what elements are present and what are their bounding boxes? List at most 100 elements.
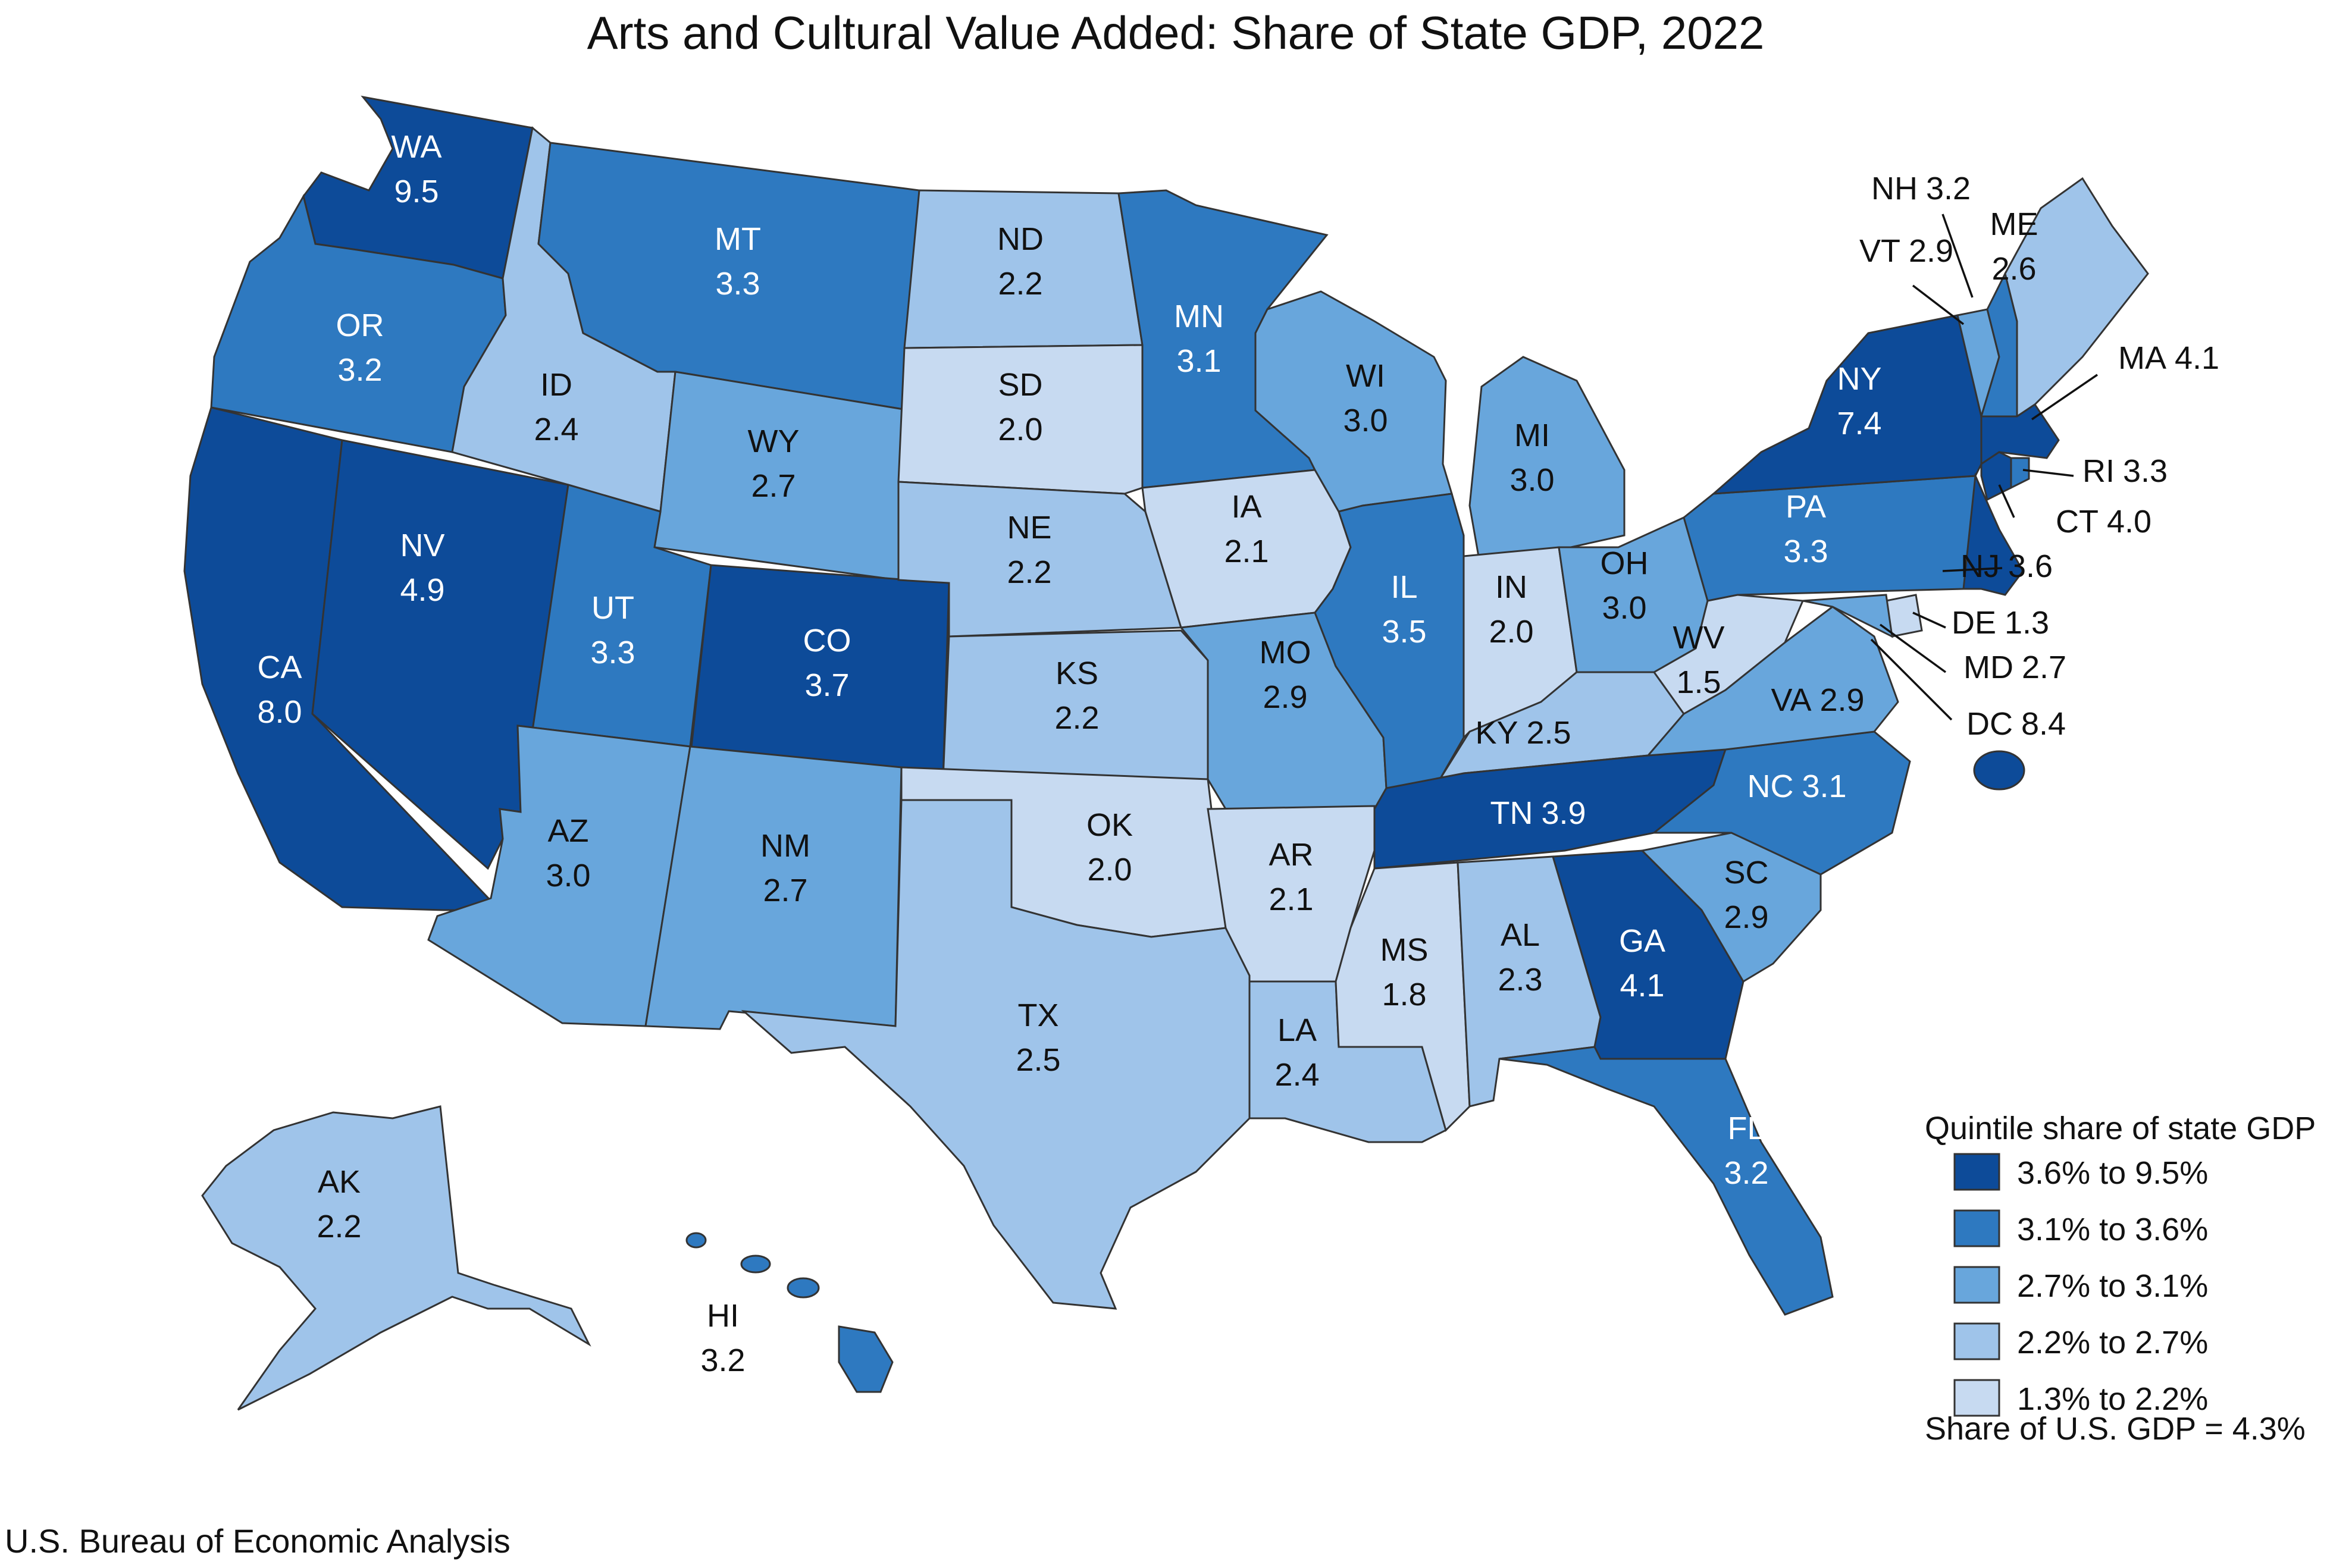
state-value-CA: 8.0 — [257, 694, 302, 730]
state-WY[interactable] — [653, 371, 912, 581]
state-value-MA: 4.1 — [2175, 340, 2219, 376]
state-label-WV: WV — [1673, 620, 1725, 656]
state-DC[interactable] — [1973, 750, 2025, 791]
state-label-TX: TX — [1017, 998, 1058, 1033]
state-label-MD: MD 2.7 — [1963, 650, 2066, 685]
state-value-ID: 2.4 — [534, 412, 578, 447]
state-abbr-TN: TN — [1490, 795, 1533, 831]
state-NC[interactable] — [1651, 730, 1911, 876]
state-value-AL: 2.3 — [1498, 962, 1542, 998]
state-label-NV: NV — [400, 528, 444, 563]
state-value-ME: 2.6 — [1991, 251, 2036, 287]
map-title: Arts and Cultural Value Added: Share of … — [587, 7, 1765, 59]
state-label-DC: DC 8.4 — [1966, 706, 2066, 742]
source-note: U.S. Bureau of Economic Analysis — [5, 1522, 511, 1560]
state-SD[interactable] — [897, 344, 1144, 495]
state-value-RI: 3.3 — [2123, 453, 2168, 489]
state-abbr-VA: VA — [1771, 682, 1811, 718]
state-abbr-NJ: NJ — [1960, 548, 2000, 584]
state-value-ND: 2.2 — [998, 266, 1042, 302]
state-label-NY: NY — [1837, 361, 1881, 397]
state-value-MO: 2.9 — [1263, 679, 1307, 715]
state-label-NH: NH 3.2 — [1871, 171, 1971, 206]
state-label-WA: WA — [392, 129, 442, 165]
state-NY[interactable] — [1711, 314, 1983, 495]
legend-label: 3.1% to 3.6% — [2017, 1212, 2208, 1247]
state-value-NV: 4.9 — [400, 572, 444, 608]
state-abbr-NC: NC — [1747, 769, 1793, 804]
state-value-MT: 3.3 — [715, 266, 760, 302]
state-label-MO: MO — [1260, 635, 1311, 670]
state-value-TN: 3.9 — [1541, 795, 1586, 831]
state-value-GA: 4.1 — [1620, 968, 1664, 1003]
state-FL[interactable] — [1499, 1046, 1834, 1316]
legend-swatch — [1953, 1266, 2000, 1304]
state-abbr-DE: DE — [1952, 605, 1996, 641]
state-label-KY: KY 2.5 — [1475, 715, 1571, 751]
state-label-CA: CA — [257, 650, 302, 685]
state-value-SC: 2.9 — [1724, 899, 1768, 935]
state-label-VA: VA 2.9 — [1771, 682, 1864, 718]
state-abbr-NH: NH — [1871, 171, 1918, 206]
state-NJ[interactable] — [1962, 472, 2024, 596]
state-MI[interactable] — [1468, 356, 1626, 557]
state-value-OH: 3.0 — [1602, 590, 1646, 626]
state-value-FL: 3.2 — [1724, 1155, 1768, 1191]
state-label-CO: CO — [803, 623, 851, 658]
state-value-MS: 1.8 — [1382, 977, 1426, 1012]
state-value-UT: 3.3 — [590, 635, 635, 670]
state-label-UT: UT — [591, 590, 634, 626]
state-label-NM: NM — [760, 828, 810, 864]
state-value-OR: 3.2 — [337, 352, 382, 388]
state-value-NC: 3.1 — [1802, 769, 1846, 804]
state-value-VA: 2.9 — [1819, 682, 1864, 718]
state-value-IA: 2.1 — [1224, 534, 1269, 569]
state-MD[interactable] — [1802, 594, 1893, 638]
state-label-OH: OH — [1601, 545, 1649, 581]
state-label-SD: SD — [998, 367, 1042, 403]
legend-label: 3.6% to 9.5% — [2017, 1155, 2208, 1191]
us-share-note: Share of U.S. GDP = 4.3% — [1925, 1411, 2306, 1447]
state-label-AZ: AZ — [547, 813, 588, 849]
state-value-HI: 3.2 — [700, 1343, 745, 1378]
state-label-AK: AK — [318, 1164, 361, 1200]
state-value-AK: 2.2 — [317, 1209, 361, 1244]
state-value-MN: 3.1 — [1176, 343, 1221, 379]
state-label-IN: IN — [1495, 569, 1527, 605]
state-NE[interactable] — [897, 481, 1183, 638]
legend-swatch — [1953, 1153, 2000, 1191]
state-PA[interactable] — [1683, 475, 2000, 602]
state-RI[interactable] — [2010, 457, 2030, 490]
state-HI[interactable] — [685, 1232, 894, 1393]
state-value-CO: 3.7 — [804, 667, 849, 703]
state-value-NY: 7.4 — [1837, 406, 1881, 441]
legend-swatch — [1953, 1209, 2000, 1247]
state-label-DE: DE 1.3 — [1952, 605, 2049, 641]
state-label-AL: AL — [1501, 917, 1540, 953]
state-abbr-MA: MA — [2118, 340, 2166, 376]
legend-title: Quintile share of state GDP — [1925, 1111, 2316, 1146]
legend-swatch — [1953, 1379, 2000, 1417]
state-AK[interactable] — [201, 1105, 591, 1411]
state-label-ID: ID — [540, 367, 572, 403]
state-ME[interactable] — [2004, 177, 2149, 418]
state-label-IA: IA — [1231, 489, 1261, 525]
state-label-KS: KS — [1056, 656, 1098, 691]
states-layer — [183, 95, 2149, 1411]
state-TX[interactable] — [741, 799, 1251, 1310]
state-label-MS: MS — [1380, 932, 1429, 968]
legend-label: 2.7% to 3.1% — [2017, 1268, 2208, 1304]
state-label-AR: AR — [1269, 837, 1313, 873]
state-abbr-VT: VT — [1859, 233, 1900, 269]
state-value-AR: 2.1 — [1269, 882, 1313, 917]
state-value-WV: 1.5 — [1676, 664, 1721, 700]
state-value-WI: 3.0 — [1343, 403, 1388, 438]
state-label-WI: WI — [1346, 358, 1385, 394]
legend-label: 2.2% to 2.7% — [2017, 1325, 2208, 1360]
state-label-ND: ND — [997, 221, 1044, 257]
state-label-MA: MA 4.1 — [2118, 340, 2219, 376]
state-value-MD: 2.7 — [2022, 650, 2066, 685]
state-label-LA: LA — [1277, 1012, 1317, 1048]
state-label-HI: HI — [707, 1298, 739, 1334]
state-abbr-CT: CT — [2056, 504, 2099, 540]
